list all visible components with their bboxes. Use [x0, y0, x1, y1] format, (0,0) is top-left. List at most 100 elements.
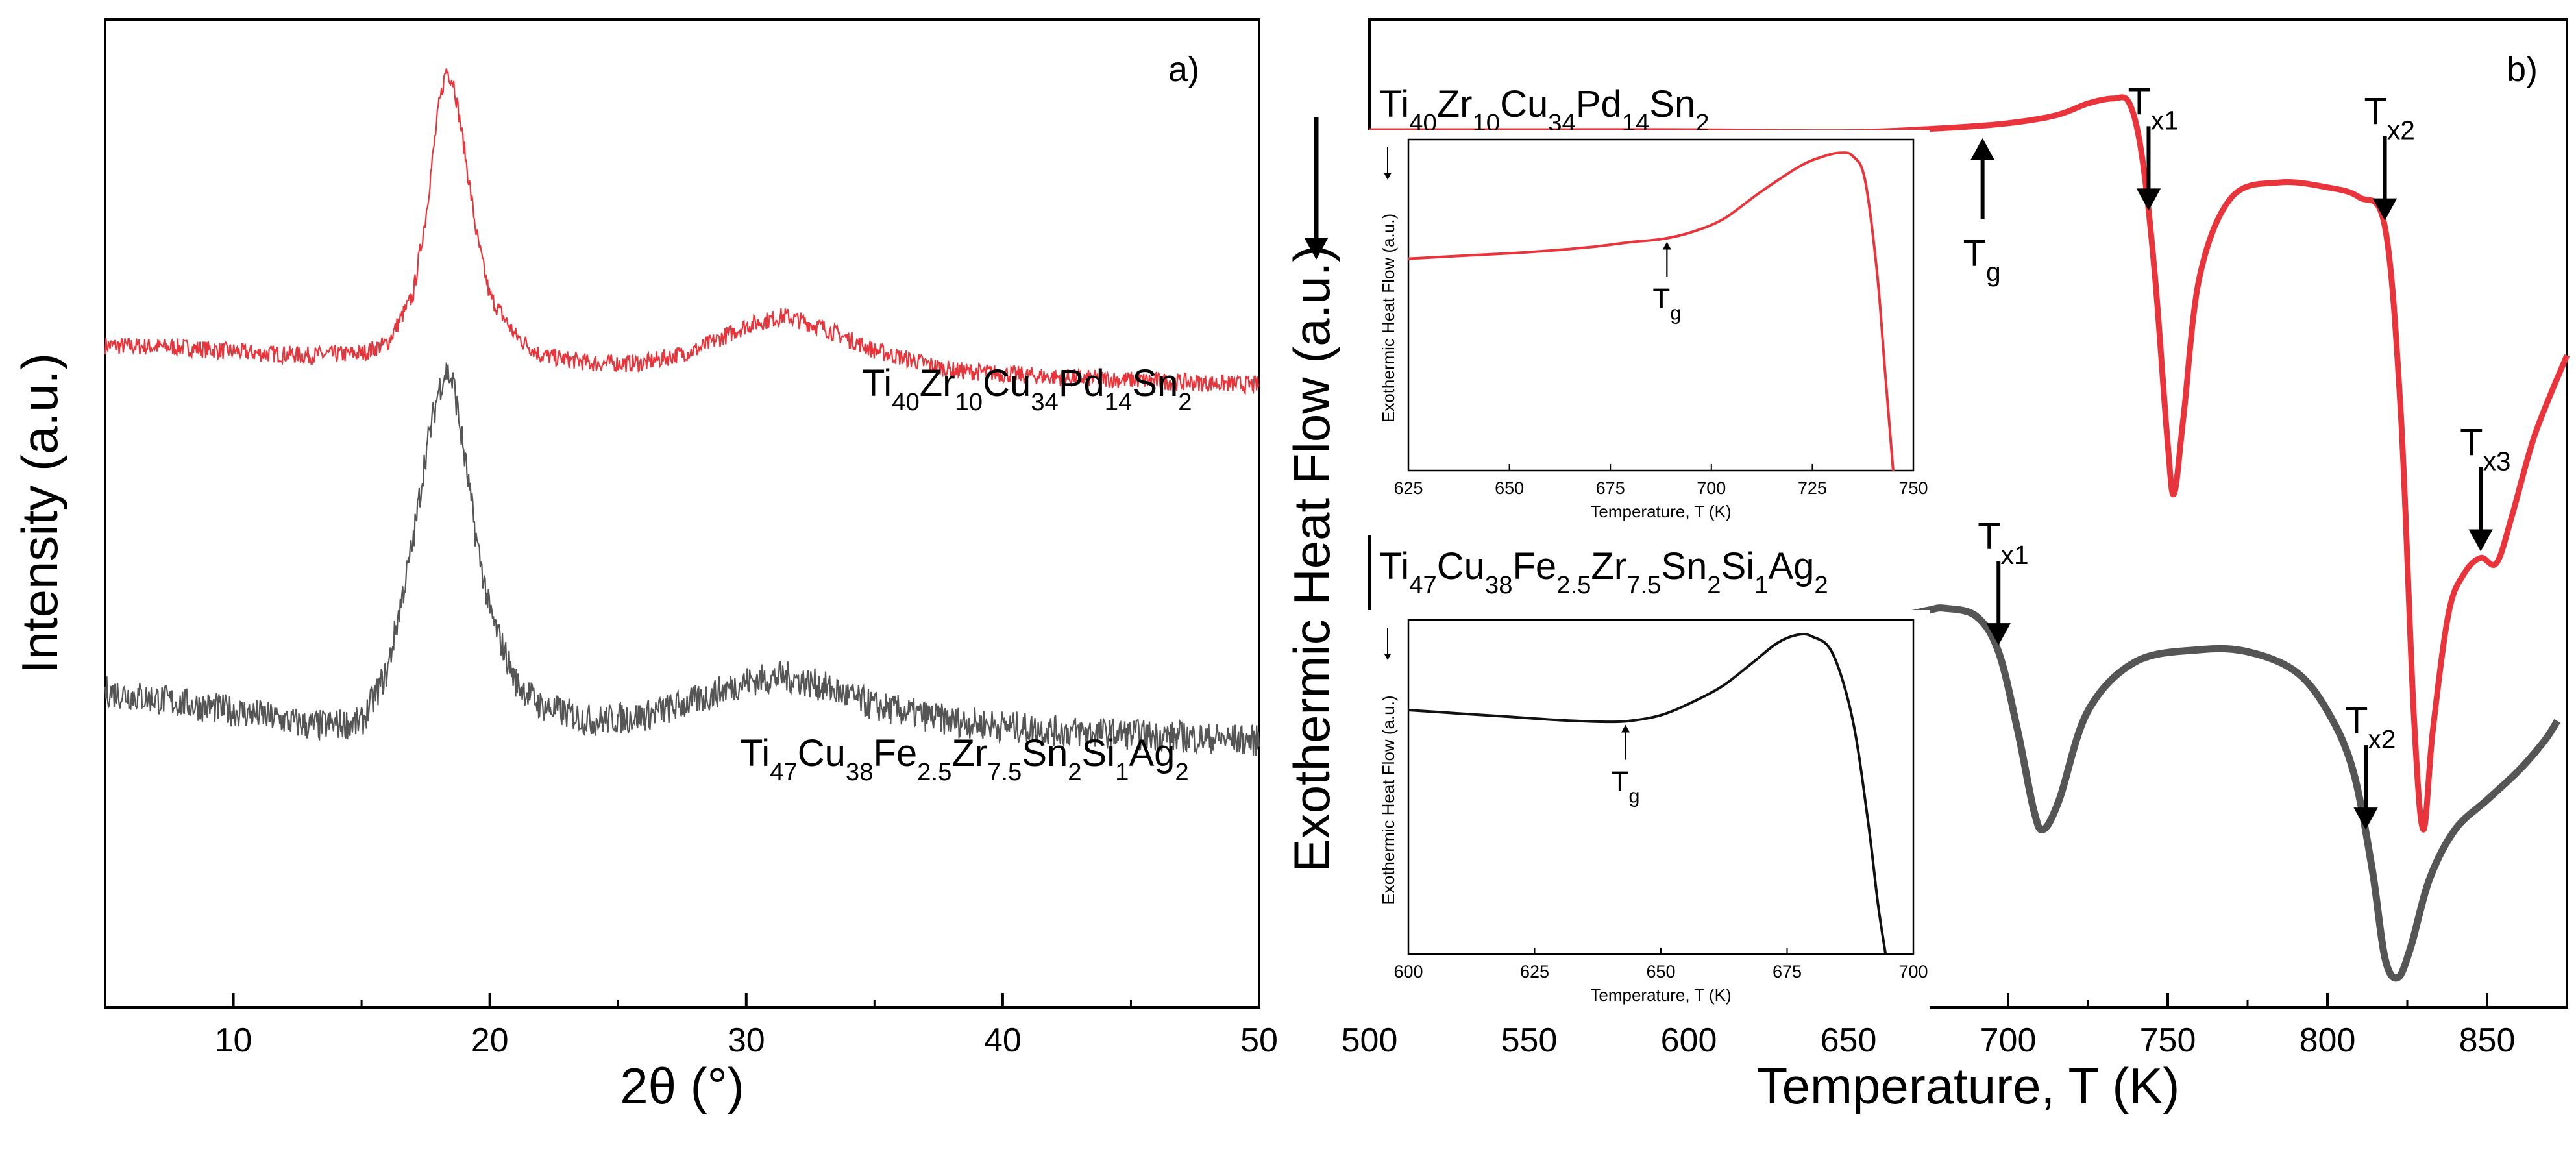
- formula-part: Sn: [1022, 732, 1068, 774]
- transition-arrow-x1: [1986, 561, 2011, 646]
- inset-exotherm-arrow: [1384, 147, 1392, 180]
- x-tick-label: 500: [1342, 1022, 1398, 1059]
- xrd-trace-2: [104, 362, 1260, 756]
- formula-part: 1: [1115, 758, 1129, 786]
- formula-part: Ti: [862, 362, 892, 404]
- inset-x-tick-label: 700: [1697, 478, 1726, 498]
- formula-part: Ag: [1768, 545, 1814, 587]
- inset-x-tick-label: 675: [1773, 962, 1802, 981]
- exotherm-direction-arrow: [1304, 117, 1329, 260]
- transition-label-x2: Tx2: [2345, 700, 2396, 754]
- inset-x-tick-label: 675: [1596, 478, 1625, 498]
- formula-part: 10: [955, 388, 983, 416]
- transition-arrow-x1: [2136, 126, 2161, 211]
- transition-label-x1: Tx1: [2128, 80, 2178, 135]
- plot-frame: [104, 18, 1260, 1009]
- inset-x-tick-label: 600: [1393, 962, 1423, 981]
- formula-part: Zr: [1591, 545, 1626, 587]
- transition-label-x3: Tx3: [2460, 421, 2510, 476]
- arrow-head: [2353, 807, 2378, 830]
- inset-background: [1363, 610, 1930, 1019]
- sample-label-1: Ti40Zr10Cu34Pd14Sn2: [862, 362, 1192, 416]
- formula-part: Ti: [1379, 545, 1409, 587]
- y-axis-title: Exothermic Heat Flow (a.u.): [1283, 245, 1340, 873]
- arrow-head: [2372, 198, 2398, 221]
- formula-part: Ag: [1129, 732, 1175, 774]
- inset-x-tick-label: 625: [1393, 478, 1423, 498]
- formula-part: 1: [1754, 571, 1768, 599]
- ann-sub: x1: [2001, 540, 2029, 570]
- formula-part: 47: [1409, 571, 1437, 599]
- inset-trace: [1408, 633, 1887, 955]
- x-tick-label: 30: [728, 1022, 765, 1059]
- x-tick-label: 800: [2300, 1022, 2356, 1059]
- inset-tg-arrow: [1621, 724, 1630, 760]
- formula-part: Pd: [1576, 83, 1622, 125]
- formula-part: Cu: [1500, 83, 1548, 125]
- ann-main: T: [1612, 766, 1629, 798]
- formula-part: Cu: [983, 362, 1031, 404]
- arrow-head: [2468, 529, 2493, 552]
- x-tick-label: 550: [1501, 1022, 1558, 1059]
- ann-main: T: [2460, 421, 2483, 463]
- panel-b-dsc: 500 550 600 650 700 750 800 850 Temperature, T (…: [1283, 18, 2570, 1114]
- inset-background: [1363, 130, 1930, 535]
- transition-arrow-x2: [2372, 136, 2398, 221]
- formula-part: Ti: [1379, 83, 1409, 125]
- panel-label: a): [1168, 50, 1199, 89]
- inset-trace: [1408, 151, 1895, 471]
- formula-part: 14: [1105, 388, 1133, 416]
- formula-part: Fe: [873, 732, 917, 774]
- x-tick-label: 650: [1821, 1022, 1877, 1059]
- formula-part: 2.5: [1556, 571, 1591, 599]
- ann-main: T: [2345, 700, 2368, 742]
- inset-y-title: Exothermic Heat Flow (a.u.): [1379, 214, 1398, 423]
- inset-x-tick-label: 725: [1798, 478, 1827, 498]
- arrow-head: [1970, 138, 1995, 160]
- transition-arrow-x3: [2468, 467, 2493, 552]
- arrow-head: [1986, 623, 2011, 646]
- formula-part: Zr: [920, 362, 955, 404]
- inset-2: 600 625 650 675 700 Temperature, T (K) Exother…: [1363, 610, 1930, 1019]
- formula-part: 34: [1031, 388, 1059, 416]
- formula-part: Sn: [1649, 83, 1695, 125]
- inset-x-title: Temperature, T (K): [1590, 502, 1731, 521]
- formula-part: 2: [1695, 109, 1709, 137]
- inset-x-tick-label: 625: [1520, 962, 1549, 981]
- ann-main: T: [1978, 515, 2000, 558]
- formula-part: Sn: [1132, 362, 1178, 404]
- formula-part: Zr: [951, 732, 987, 774]
- ann-sub: x1: [2151, 105, 2179, 135]
- ann-main: T: [2128, 80, 2150, 123]
- inset-tg-label: Tg: [1652, 283, 1681, 325]
- formula-part: 2: [1175, 758, 1188, 786]
- ann-sub: x2: [2368, 724, 2396, 754]
- x-tick-label: 750: [2140, 1022, 2196, 1059]
- formula-part: 7.5: [987, 758, 1022, 786]
- ann-sub: x3: [2483, 446, 2511, 476]
- arrow-head: [2136, 188, 2161, 211]
- formula-part: Cu: [798, 732, 846, 774]
- inset-frame: [1407, 138, 1915, 472]
- x-tick-label: 600: [1661, 1022, 1717, 1059]
- sample-label-2: Ti47Cu38Fe2.5Zr7.5Sn2Si1Ag2: [1379, 545, 1828, 599]
- panel-label: b): [2507, 50, 2538, 89]
- x-tick-label: 700: [1980, 1022, 2037, 1059]
- formula-part: 38: [1485, 571, 1513, 599]
- x-tick-label: 50: [1240, 1022, 1278, 1059]
- ann-main: T: [1652, 283, 1670, 315]
- formula-part: 40: [892, 388, 920, 416]
- glass-transition-arrow: [1970, 138, 1995, 219]
- arrow-head: [1384, 654, 1392, 660]
- formula-part: Si: [1721, 545, 1755, 587]
- x-axis-title: 2θ (°): [620, 1057, 744, 1114]
- inset-y-title: Exothermic Heat Flow (a.u.): [1379, 695, 1398, 904]
- inset-x-tick-label: 650: [1495, 478, 1524, 498]
- ann-sub: g: [1628, 784, 1639, 807]
- dsc-trace-1: [1369, 94, 2570, 833]
- arrow-head: [1304, 238, 1329, 260]
- x-axis-title: Temperature, T (K): [1757, 1057, 2180, 1114]
- inset-1: 625 650 675 700 725 750 Temperature, T (K) Exot…: [1363, 130, 1930, 535]
- glass-transition-label: Tg: [1963, 232, 2001, 287]
